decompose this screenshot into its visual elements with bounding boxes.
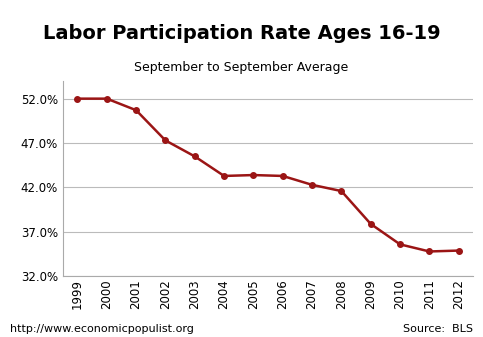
Text: Source:  BLS: Source: BLS bbox=[403, 324, 473, 334]
Text: September to September Average: September to September Average bbox=[134, 61, 349, 74]
Text: http://www.economicpopulist.org: http://www.economicpopulist.org bbox=[10, 324, 194, 334]
Text: Labor Participation Rate Ages 16-19: Labor Participation Rate Ages 16-19 bbox=[43, 24, 440, 42]
